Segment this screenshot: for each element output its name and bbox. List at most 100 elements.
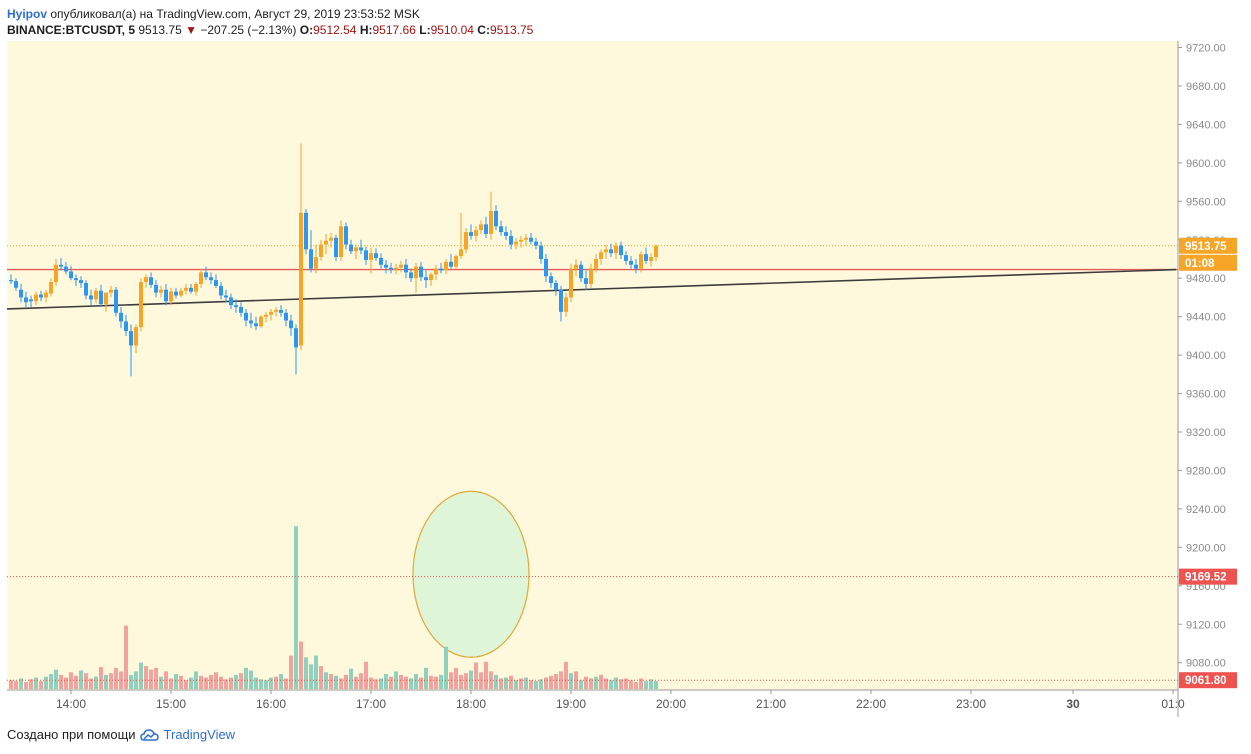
candle bbox=[59, 258, 63, 271]
candle bbox=[194, 282, 198, 296]
candle-body bbox=[654, 245, 658, 258]
volume-bar bbox=[544, 677, 548, 689]
candle bbox=[424, 270, 428, 288]
candle-body bbox=[19, 289, 23, 298]
candle-body bbox=[204, 272, 208, 278]
volume-bar bbox=[104, 674, 108, 689]
down-arrow-icon: ▼ bbox=[185, 23, 197, 37]
candle bbox=[649, 253, 653, 267]
countdown-badge: 01:08 bbox=[1179, 254, 1237, 271]
volume-bar bbox=[529, 680, 533, 689]
trend-line[interactable] bbox=[6, 268, 1177, 310]
candle-body bbox=[539, 245, 543, 259]
candle-body bbox=[214, 280, 218, 286]
volume-bar bbox=[559, 671, 563, 689]
candle-body bbox=[69, 271, 73, 279]
candle bbox=[384, 259, 388, 274]
candle bbox=[479, 220, 483, 234]
candle-body bbox=[644, 254, 648, 261]
volume-bar bbox=[334, 675, 338, 689]
candle bbox=[134, 324, 138, 354]
volume-bar bbox=[509, 675, 513, 689]
candle-body bbox=[429, 274, 433, 281]
candle bbox=[494, 205, 498, 231]
candle-body bbox=[534, 241, 538, 246]
volume-bar bbox=[169, 678, 173, 689]
author-link[interactable]: Hyipov bbox=[7, 7, 48, 21]
y-tick-label: 9560.00 bbox=[1186, 196, 1226, 208]
price-marker-badge: 9169.52 bbox=[1179, 568, 1237, 585]
candle-body bbox=[199, 272, 203, 284]
x-tick-label: 30 bbox=[1066, 697, 1080, 711]
candle-body bbox=[89, 295, 93, 300]
volume-bar bbox=[459, 674, 463, 689]
volume-bar bbox=[504, 677, 508, 689]
y-tick-label: 9480.00 bbox=[1186, 273, 1226, 285]
candle bbox=[279, 305, 283, 317]
candle-body bbox=[459, 249, 463, 257]
last-price: 9513.75 bbox=[138, 23, 182, 37]
candle bbox=[109, 285, 113, 298]
volume-bar bbox=[279, 674, 283, 689]
candle bbox=[434, 264, 438, 281]
volume-bar bbox=[364, 661, 368, 689]
candle-body bbox=[74, 278, 78, 281]
candle-body bbox=[219, 285, 223, 296]
candle bbox=[79, 276, 83, 288]
candle bbox=[319, 239, 323, 261]
candle-body bbox=[629, 260, 633, 265]
candle bbox=[29, 295, 33, 308]
candle-body bbox=[419, 266, 423, 278]
candle bbox=[419, 261, 423, 282]
volume-bar bbox=[74, 675, 78, 689]
volume-bar bbox=[399, 674, 403, 689]
candle bbox=[504, 226, 508, 240]
candle-body bbox=[624, 255, 628, 261]
y-tick-label: 9680.00 bbox=[1186, 81, 1226, 93]
tradingview-brand-link[interactable]: TradingView bbox=[163, 727, 236, 742]
candle bbox=[339, 220, 343, 261]
candle-body bbox=[604, 249, 608, 253]
volume-bar bbox=[404, 676, 408, 689]
candle-body bbox=[314, 257, 318, 269]
candle-body bbox=[349, 244, 353, 252]
candle-body bbox=[159, 289, 163, 293]
candle-body bbox=[379, 258, 383, 265]
price-change: −207.25 (−2.13%) bbox=[200, 23, 297, 37]
y-tick-label: 9440.00 bbox=[1186, 312, 1226, 324]
x-tick-label: 17:00 bbox=[356, 697, 386, 711]
volume-bar bbox=[314, 655, 318, 689]
candle-body bbox=[384, 264, 388, 268]
candle-body bbox=[554, 283, 558, 290]
candle bbox=[409, 268, 413, 283]
open-label: O: bbox=[299, 23, 314, 37]
volume-bar bbox=[214, 672, 218, 689]
candle-body bbox=[494, 210, 498, 227]
candle bbox=[249, 312, 253, 329]
candle-body bbox=[524, 237, 528, 240]
candle bbox=[549, 272, 553, 288]
volume-bar bbox=[499, 678, 503, 689]
volume-bar bbox=[379, 678, 383, 689]
candle-body bbox=[354, 247, 358, 252]
volume-bar bbox=[464, 673, 468, 689]
candle-body bbox=[474, 230, 478, 236]
candle-body bbox=[254, 323, 258, 327]
volume-bar bbox=[24, 681, 28, 689]
symbol-label[interactable]: BINANCE:BTCUSDT, 5 bbox=[7, 23, 136, 37]
candle bbox=[654, 244, 658, 261]
candle bbox=[129, 324, 133, 377]
candle-body bbox=[374, 253, 378, 259]
candle bbox=[464, 228, 468, 254]
candle bbox=[539, 241, 543, 264]
volume-bar bbox=[599, 674, 603, 689]
candle-body bbox=[239, 307, 243, 313]
volume-bar bbox=[309, 664, 313, 689]
volume-bar bbox=[579, 680, 583, 689]
candle bbox=[439, 262, 443, 274]
candle-body bbox=[59, 264, 63, 267]
volume-bar bbox=[354, 676, 358, 689]
volume-bar bbox=[439, 674, 443, 689]
candle bbox=[244, 308, 248, 327]
